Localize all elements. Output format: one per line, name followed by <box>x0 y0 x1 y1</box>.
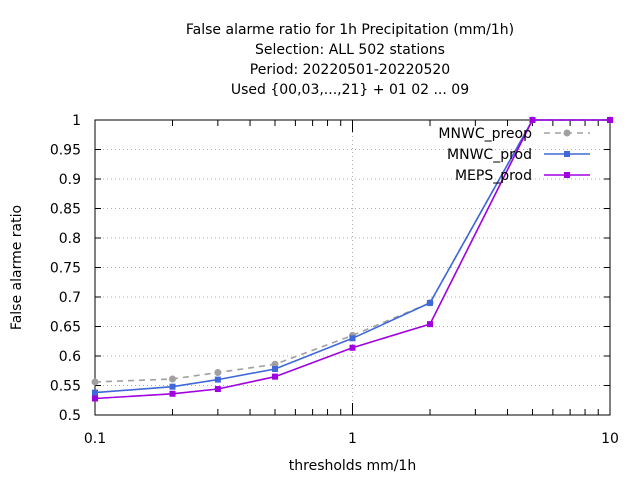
data-point-meps-prod <box>169 390 176 397</box>
legend-item-mnwc-preop: MNWC_preop <box>438 126 590 142</box>
legend-swatch-marker <box>563 129 571 137</box>
data-point-meps-prod <box>214 386 221 393</box>
grid <box>94 119 611 416</box>
data-point-meps-prod <box>349 344 356 351</box>
y-tick-label: 0.55 <box>50 379 81 395</box>
y-tick-label: 0.65 <box>50 320 81 336</box>
chart-title-line: Used {00,03,...,21} + 01 02 ... 09 <box>231 82 469 98</box>
y-tick-label: 0.8 <box>59 231 81 247</box>
chart-title: False alarme ratio for 1h Precipitation … <box>186 22 514 98</box>
chart-title-line: Selection: ALL 502 stations <box>255 42 445 58</box>
y-tick-label: 0.95 <box>50 143 81 159</box>
y-tick-label: 1 <box>72 113 81 129</box>
data-point-mnwc-preop <box>169 375 177 383</box>
y-axis-label: False alarme ratio <box>9 205 25 330</box>
data-point-meps-prod <box>529 117 536 123</box>
chart-title-line: False alarme ratio for 1h Precipitation … <box>186 22 514 38</box>
data-point-mnwc-prod <box>349 335 356 342</box>
series-line-mnwc-preop <box>94 119 610 383</box>
legend: MNWC_preop MNWC_prod MEPS_prod <box>438 126 590 184</box>
legend-swatch-marker <box>564 172 570 178</box>
x-axis-label: thresholds mm/1h <box>289 458 416 474</box>
x-tick-label: 1 <box>348 431 357 447</box>
legend-swatch-marker <box>564 151 570 157</box>
y-tick-label: 0.7 <box>59 290 81 306</box>
x-tick-label: 0.1 <box>84 431 106 447</box>
legend-item-mnwc-prod: MNWC_prod <box>447 147 590 163</box>
y-tick-label: 0.5 <box>59 408 81 424</box>
legend-item-meps-prod: MEPS_prod <box>455 168 590 184</box>
series-line-meps-prod <box>94 119 610 400</box>
y-tick-label: 0.75 <box>50 261 81 277</box>
data-point-mnwc-prod <box>214 376 221 383</box>
data-point-mnwc-prod <box>271 365 278 372</box>
data-point-meps-prod <box>427 321 434 328</box>
x-tick-label: 10 <box>601 431 619 447</box>
chart-title-line: Period: 20220501-20220520 <box>250 62 450 78</box>
y-tick-label: 0.85 <box>50 202 81 218</box>
series <box>91 116 614 402</box>
legend-label: MNWC_preop <box>438 126 532 142</box>
y-tick-label: 0.6 <box>59 349 81 365</box>
data-point-mnwc-preop <box>91 378 99 386</box>
data-point-mnwc-prod <box>92 389 98 396</box>
legend-label: MEPS_prod <box>455 168 532 184</box>
axis-ticks: 0.5 0.55 0.6 0.65 0.7 0.75 0.8 0.85 0.9 0.95 1 0.1 1… <box>50 113 619 447</box>
data-point-mnwc-preop <box>214 369 222 377</box>
legend-label: MNWC_prod <box>447 147 532 163</box>
data-point-mnwc-prod <box>427 299 434 306</box>
data-point-mnwc-prod <box>169 383 176 390</box>
data-point-meps-prod <box>607 117 613 123</box>
data-point-meps-prod <box>92 395 98 402</box>
y-tick-label: 0.9 <box>59 172 81 188</box>
series-line-mnwc-prod <box>94 119 610 394</box>
data-point-meps-prod <box>271 373 278 380</box>
